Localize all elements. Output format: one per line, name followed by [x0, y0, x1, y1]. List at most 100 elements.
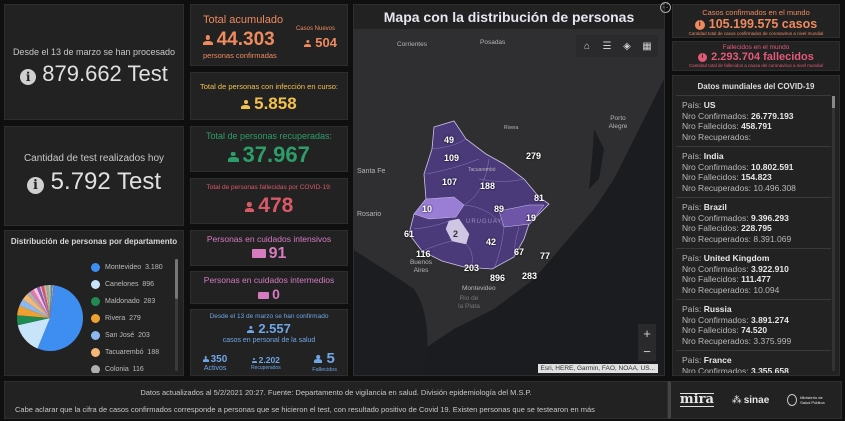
- country-name: India: [703, 151, 724, 161]
- pie-slice-soriano[interactable]: [50, 285, 53, 318]
- footer-disclaimer: Cabe aclarar que la cifra de casos confi…: [15, 405, 595, 414]
- legend-value: 3.180: [145, 264, 163, 271]
- pie-slice-rocha[interactable]: [46, 285, 50, 318]
- home-icon[interactable]: ⌂: [583, 40, 591, 52]
- department-count-label[interactable]: 2: [453, 229, 459, 239]
- legend-item[interactable]: Rivera 279: [91, 310, 171, 327]
- department-count-label[interactable]: 77: [540, 251, 551, 261]
- recuperadas-panel: Total de personas recuperadas: 37.967: [190, 126, 348, 172]
- pie-slice-canelones[interactable]: [17, 318, 50, 349]
- person-icon: [244, 202, 255, 212]
- fullscreen-icon[interactable]: ⛶: [660, 2, 671, 13]
- zoom-controls: + −: [638, 324, 656, 361]
- country-list-item[interactable]: País: Russia Nro Confirmados: 3.891.274 …: [676, 300, 831, 351]
- map-title: Mapa con la distribución de personas: [383, 9, 635, 25]
- pie-slice-tacuarembó[interactable]: [22, 294, 50, 318]
- world-confirmed-title: Casos confirmados en el mundo: [702, 8, 810, 17]
- salud-value: 2.557: [258, 321, 291, 336]
- department-count-label[interactable]: 61: [404, 229, 415, 239]
- department-count-label[interactable]: 203: [464, 263, 480, 273]
- tests-today-value: 5.792 Test: [50, 168, 161, 195]
- legend-item[interactable]: Tacuarembó 188: [91, 344, 171, 361]
- legend-item[interactable]: Maldonado 283: [91, 293, 171, 310]
- pie-slice-florida[interactable]: [39, 286, 50, 318]
- department-count-label[interactable]: 49: [444, 135, 455, 145]
- pie-slice-maldonado[interactable]: [17, 315, 50, 326]
- intermedios-label: Personas en cuidados intermedios: [203, 275, 335, 285]
- country-confirmed: 26.779.193: [750, 110, 794, 121]
- qr-grid-icon[interactable]: ▦: [642, 40, 652, 52]
- distribution-title: Distribución de personas por departament…: [10, 237, 178, 246]
- country-list-item[interactable]: País: United Kingdom Nro Confirmados: 3.…: [676, 249, 831, 300]
- department-count-label[interactable]: 42: [486, 237, 497, 247]
- recuperadas-value-row: 37.967: [191, 142, 347, 168]
- department-count-label[interactable]: 107: [442, 177, 458, 187]
- country-name: US: [703, 100, 716, 110]
- pie-slice-durazno[interactable]: [36, 286, 50, 318]
- intermedios-panel: Personas en cuidados intermedios 0: [190, 271, 348, 304]
- pie-slice-rivera[interactable]: [17, 305, 50, 318]
- department-count-label[interactable]: 89: [494, 204, 505, 214]
- department-count-label[interactable]: 283: [522, 271, 538, 281]
- department-count-label[interactable]: 67: [514, 247, 525, 257]
- legend-scrollbar[interactable]: [175, 259, 178, 371]
- country-deaths: 111.477: [741, 274, 771, 284]
- legend-item[interactable]: Montevideo 3.180: [91, 259, 171, 276]
- pie-slice-san-josé[interactable]: [19, 299, 50, 318]
- person-icon: [251, 358, 257, 363]
- country-list-item[interactable]: País: India Nro Confirmados: 10.802.591 …: [676, 147, 831, 198]
- pie-slice-colonia[interactable]: [27, 291, 50, 318]
- distribution-pie-chart: [17, 285, 83, 351]
- department-count-label[interactable]: 19: [526, 213, 537, 223]
- country-list-item[interactable]: País: France Nro Confirmados: 3.355.658 …: [676, 351, 831, 373]
- legend-swatch: [91, 331, 100, 340]
- pie-slice-artigas[interactable]: [48, 285, 51, 318]
- pie-slice-cerro-largo[interactable]: [50, 285, 54, 318]
- person-icon: [314, 355, 323, 363]
- pie-slice-lavalleja[interactable]: [43, 285, 50, 318]
- fallecidas-value-row: 478: [191, 194, 347, 218]
- country-list-item[interactable]: País: Brazil Nro Confirmados: 9.396.293 …: [676, 198, 831, 249]
- place-tacuarembo: Tacuarembó: [468, 167, 496, 173]
- sinae-logo: ⁂ sinae: [731, 394, 770, 406]
- pie-slice-paysandú[interactable]: [33, 287, 50, 318]
- legend-swatch: [91, 280, 100, 289]
- map-attribution[interactable]: Esri, HERE, Garmin, FAO, NOAA, US...: [537, 364, 658, 373]
- department-count-label[interactable]: 109: [444, 153, 460, 163]
- layers-icon[interactable]: ◈: [623, 40, 631, 52]
- legend-swatch: [91, 263, 100, 272]
- list-icon[interactable]: ☰: [602, 40, 612, 52]
- zoom-out-button[interactable]: −: [643, 344, 651, 359]
- place-montevideo: Montevideo: [462, 285, 496, 292]
- en-curso-value-row: 5.858: [191, 94, 347, 114]
- fallecidas-label: Total de personas fallecidas por COVID-1…: [206, 184, 332, 191]
- department-count-label[interactable]: 116: [416, 249, 431, 259]
- pie-slice-treinta-y-tres[interactable]: [41, 285, 50, 318]
- salud-fallecidos: 5 Fallecidos: [312, 350, 337, 373]
- world-list-scrollbar[interactable]: [832, 96, 835, 371]
- sinae-icon: ⁂: [731, 394, 742, 406]
- pie-slice-salto[interactable]: [30, 289, 50, 318]
- lagoon: [589, 129, 604, 189]
- salud-value-row: 2.557: [191, 321, 347, 336]
- mira-logo: mira: [679, 392, 714, 407]
- department-count-label[interactable]: 279: [526, 151, 542, 161]
- department-count-label[interactable]: 10: [422, 204, 433, 214]
- department-count-label[interactable]: 188: [480, 181, 496, 191]
- pie-slice-flores[interactable]: [50, 285, 54, 318]
- pie-slice-montevideo[interactable]: [37, 285, 83, 351]
- bed-icon: [251, 249, 266, 259]
- country-name: France: [703, 355, 732, 365]
- legend-item[interactable]: San José 203: [91, 327, 171, 344]
- zoom-in-button[interactable]: +: [643, 325, 651, 341]
- pie-slice-río-negro[interactable]: [50, 285, 54, 318]
- region-rio-negro: [413, 196, 465, 220]
- department-count-label[interactable]: 896: [490, 273, 506, 283]
- legend-label: Colonia: [105, 366, 129, 373]
- legend-item[interactable]: Canelones 896: [91, 276, 171, 293]
- map-view[interactable]: Corrientes Posadas Porto Alegre Santa Fe…: [354, 29, 664, 375]
- country-list-item[interactable]: País: US Nro Confirmados: 26.779.193 Nro…: [676, 96, 831, 147]
- salud-activos-label: Activos: [203, 365, 227, 372]
- legend-item[interactable]: Colonia 116: [91, 361, 171, 373]
- department-count-label[interactable]: 81: [534, 193, 545, 203]
